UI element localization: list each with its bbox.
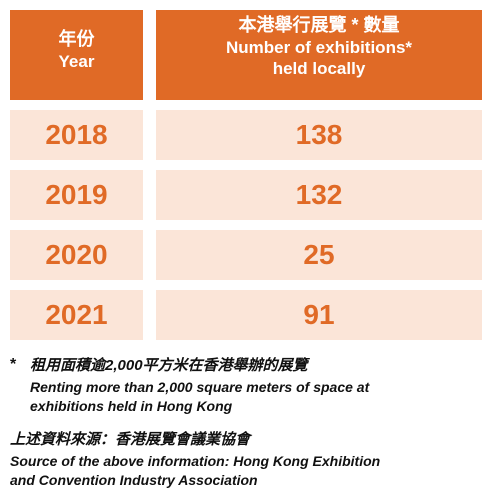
source-zh: 上述資料來源：香港展覽會議業協會 <box>10 431 251 448</box>
footnote-marker: * <box>10 356 17 373</box>
year-header-en: Year <box>58 52 95 71</box>
count-column-header: 本港舉行展覽 * 數量 Number of exhibitions* held … <box>156 10 482 100</box>
source-en-line1: Source of the above information: Hong Ko… <box>10 453 381 469</box>
footnote-en-line1: Renting more than 2,000 square meters of… <box>30 379 370 395</box>
footnote-en-line2: exhibitions held in Hong Kong <box>30 398 233 414</box>
table-row-count: 138 <box>156 110 482 160</box>
table-row-year: 2019 <box>10 170 143 220</box>
count-header-en-line2: held locally <box>272 59 366 78</box>
table-row-count: 132 <box>156 170 482 220</box>
table-row-count: 91 <box>156 290 482 340</box>
table-row-count: 25 <box>156 230 482 280</box>
table-row-year: 2020 <box>10 230 143 280</box>
count-header-zh: 本港舉行展覽 * 數量 <box>238 15 400 35</box>
year-header-zh: 年份 <box>58 29 95 49</box>
table-row-year: 2018 <box>10 110 143 160</box>
source-en: Source of the above information: Hong Ko… <box>10 452 480 490</box>
footnote-zh: 租用面積逾2,000平方米在香港舉辦的展覽 <box>30 357 308 374</box>
count-header-en-line1: Number of exhibitions* <box>225 38 413 57</box>
footnote-en: Renting more than 2,000 square meters of… <box>30 378 480 416</box>
source-en-line2: and Convention Industry Association <box>10 472 258 488</box>
table-row-year: 2021 <box>10 290 143 340</box>
year-column-header: 年份 Year <box>10 10 143 100</box>
